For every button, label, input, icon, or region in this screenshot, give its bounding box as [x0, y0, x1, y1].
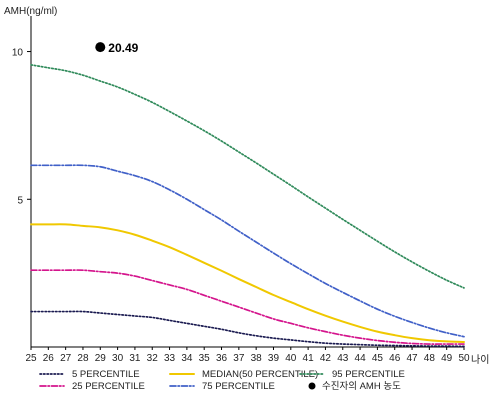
x-tick-label: 39	[268, 353, 280, 364]
x-tick-label: 25	[25, 353, 37, 364]
x-tick-label: 45	[372, 353, 384, 364]
x-tick-label: 48	[424, 353, 436, 364]
x-tick-label: 36	[216, 353, 228, 364]
x-tick-label: 26	[43, 353, 55, 364]
legend-label: MEDIAN(50 PERCENTILE)	[202, 369, 318, 380]
y-tick-label: 10	[12, 48, 24, 59]
x-tick-label: 34	[181, 353, 193, 364]
x-tick-label: 37	[233, 353, 245, 364]
x-tick-label: 32	[147, 353, 159, 364]
x-tick-label: 49	[441, 353, 453, 364]
x-tick-label: 28	[77, 353, 89, 364]
y-tick-label: 5	[17, 195, 23, 206]
x-tick-label: 31	[129, 353, 141, 364]
x-tick-label: 41	[303, 353, 315, 364]
x-tick-label: 35	[199, 353, 211, 364]
series-line-median-50-percentile	[30, 223, 465, 343]
series-line-75-percentile	[30, 164, 465, 338]
x-tick-label: 50	[458, 353, 470, 364]
x-tick-label: 38	[251, 353, 263, 364]
x-tick-label: 29	[95, 353, 107, 364]
x-tick-label: 42	[320, 353, 332, 364]
x-tick-label: 46	[389, 353, 401, 364]
x-tick-label: 33	[164, 353, 176, 364]
patient-amh-marker	[95, 42, 106, 53]
x-tick-label: 27	[60, 353, 72, 364]
legend-label: 75 PERCENTILE	[202, 381, 275, 392]
series-line-95-percentile	[30, 63, 465, 289]
x-tick-label: 47	[406, 353, 418, 364]
x-tick-label: 43	[337, 353, 349, 364]
legend-label: 5 PERCENTILE	[72, 369, 140, 380]
y-axis-label: AMH(ng/ml)	[4, 6, 57, 17]
legend-label: 수진자의 AMH 농도	[322, 381, 401, 392]
legend-marker-swatch	[308, 382, 316, 390]
legend-label: 95 PERCENTILE	[332, 369, 405, 380]
x-tick-label: 44	[355, 353, 367, 364]
series-line-5-percentile	[30, 310, 465, 348]
x-tick-label: 30	[112, 353, 124, 364]
series-line-25-percentile	[30, 269, 465, 345]
x-axis-label: 나이	[471, 354, 489, 366]
legend-label: 25 PERCENTILE	[72, 381, 145, 392]
patient-amh-value-label: 20.49	[108, 41, 138, 55]
x-tick-label: 40	[285, 353, 297, 364]
plot-area: 5 10 25 26 27 28 29 30 31 32 33 34 35 36 37 38 39 40 41 42 4…	[12, 16, 470, 364]
